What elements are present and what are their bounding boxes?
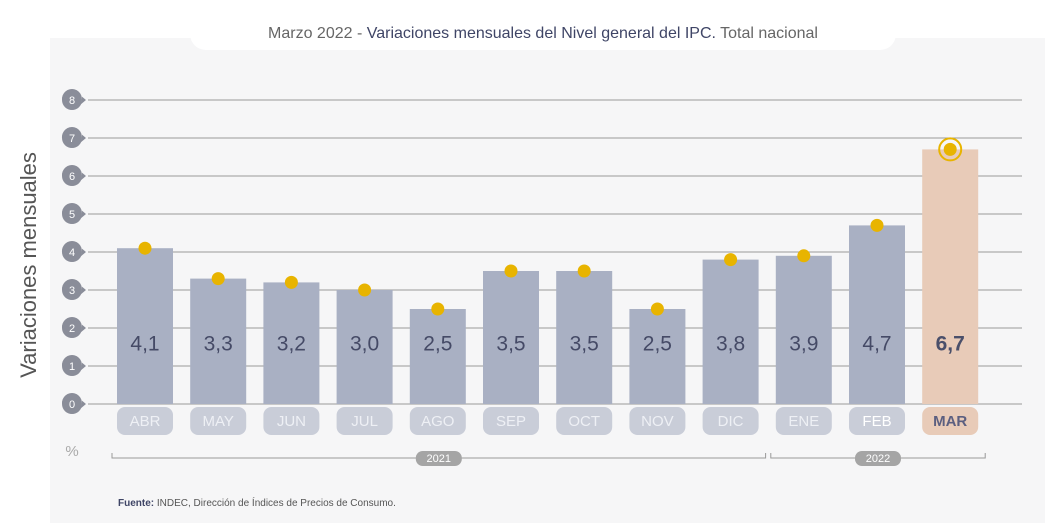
y-tick-label: 8 — [69, 95, 75, 107]
y-tick-circle — [62, 242, 82, 262]
x-tick-label: FEB — [862, 413, 891, 430]
y-tick-label: 5 — [69, 209, 75, 221]
y-tick-circle — [62, 128, 82, 148]
marker — [650, 302, 664, 316]
category-pill — [556, 407, 613, 435]
y-axis-label: Variaciones mensuales — [16, 152, 41, 378]
unit-label: % — [65, 443, 78, 460]
category-pill — [336, 407, 393, 435]
value-label: 3,5 — [570, 333, 599, 356]
y-tick-circle — [62, 166, 82, 186]
value-label: 4,7 — [862, 333, 891, 356]
x-tick-label: MAR — [933, 413, 967, 430]
y-tick-circle — [62, 356, 82, 376]
source-text: INDEC, Dirección de Índices de Precios d… — [157, 496, 396, 509]
chart-title: Marzo 2022 - Variaciones mensuales del N… — [268, 25, 818, 42]
bar — [409, 309, 466, 404]
category-pill — [483, 407, 539, 435]
category-pill — [629, 407, 686, 435]
bar — [849, 225, 905, 404]
title-prefix: Marzo 2022 - — [268, 25, 362, 42]
marker-ring — [938, 137, 963, 162]
value-label: 2,5 — [423, 333, 452, 356]
y-tick-circle — [62, 90, 82, 110]
source-label: Fuente: — [118, 498, 154, 509]
category-pill — [702, 407, 759, 435]
category-pill — [117, 407, 173, 435]
marker — [577, 264, 591, 278]
value-label: 4,1 — [130, 333, 159, 356]
value-label: 3,3 — [204, 333, 233, 356]
title-main: Variaciones mensuales del Nivel general … — [367, 25, 716, 42]
x-tick-label: JUL — [351, 413, 378, 430]
marker — [284, 275, 298, 289]
y-tick-label: 1 — [69, 361, 75, 373]
bar — [922, 149, 979, 404]
source: Fuente: INDEC, Dirección de Índices de P… — [118, 496, 396, 509]
category-pill — [409, 407, 466, 435]
year-label: 2022 — [866, 453, 890, 465]
bar — [263, 282, 320, 404]
year-label: 2021 — [427, 453, 451, 465]
x-tick-label: AGO — [421, 413, 454, 430]
category-pill — [263, 407, 320, 435]
value-label: 3,5 — [496, 333, 525, 356]
value-label: 2,5 — [643, 333, 672, 356]
y-tick-label: 3 — [69, 285, 75, 297]
y-tick-label: 7 — [69, 133, 75, 145]
y-tick-label: 0 — [69, 399, 75, 411]
marker — [431, 302, 445, 316]
bar — [117, 248, 173, 404]
y-tick-circle — [62, 204, 82, 224]
value-label: 3,9 — [789, 333, 818, 356]
marker — [870, 218, 884, 232]
bar — [483, 271, 539, 404]
x-tick-label: SEP — [496, 413, 526, 430]
bar — [775, 255, 832, 404]
year-pill — [415, 451, 462, 466]
category-pill — [849, 407, 905, 435]
y-tick-label: 6 — [69, 171, 75, 183]
y-tick-circle — [62, 280, 82, 300]
x-tick-label: ENE — [788, 413, 819, 430]
value-label: 6,7 — [936, 333, 965, 356]
bar — [556, 271, 613, 404]
marker — [211, 272, 225, 286]
year-pill — [855, 451, 901, 466]
x-tick-label: OCT — [568, 413, 600, 430]
y-tick-label: 4 — [69, 247, 75, 259]
x-tick-label: DIC — [718, 413, 744, 430]
title-pill — [190, 18, 896, 50]
y-tick-circle — [62, 394, 82, 414]
marker — [943, 142, 957, 156]
title-suffix: Total nacional — [720, 25, 818, 42]
bar — [336, 290, 393, 404]
x-tick-label: ABR — [130, 413, 161, 430]
x-tick-label: NOV — [641, 413, 674, 430]
marker — [504, 264, 518, 278]
marker — [138, 241, 152, 255]
marker — [358, 283, 372, 297]
y-tick-circle — [62, 318, 82, 338]
marker — [797, 249, 811, 263]
marker — [724, 253, 738, 267]
category-pill — [922, 407, 979, 435]
category-pill — [190, 407, 247, 435]
value-label: 3,2 — [277, 333, 306, 356]
category-pill — [775, 407, 832, 435]
value-label: 3,0 — [350, 333, 379, 356]
y-tick-label: 2 — [69, 323, 75, 335]
bar — [190, 278, 247, 404]
value-label: 3,8 — [716, 333, 745, 356]
x-tick-label: JUN — [277, 413, 306, 430]
bar — [702, 259, 759, 404]
bar — [629, 309, 686, 404]
x-tick-label: MAY — [202, 413, 233, 430]
